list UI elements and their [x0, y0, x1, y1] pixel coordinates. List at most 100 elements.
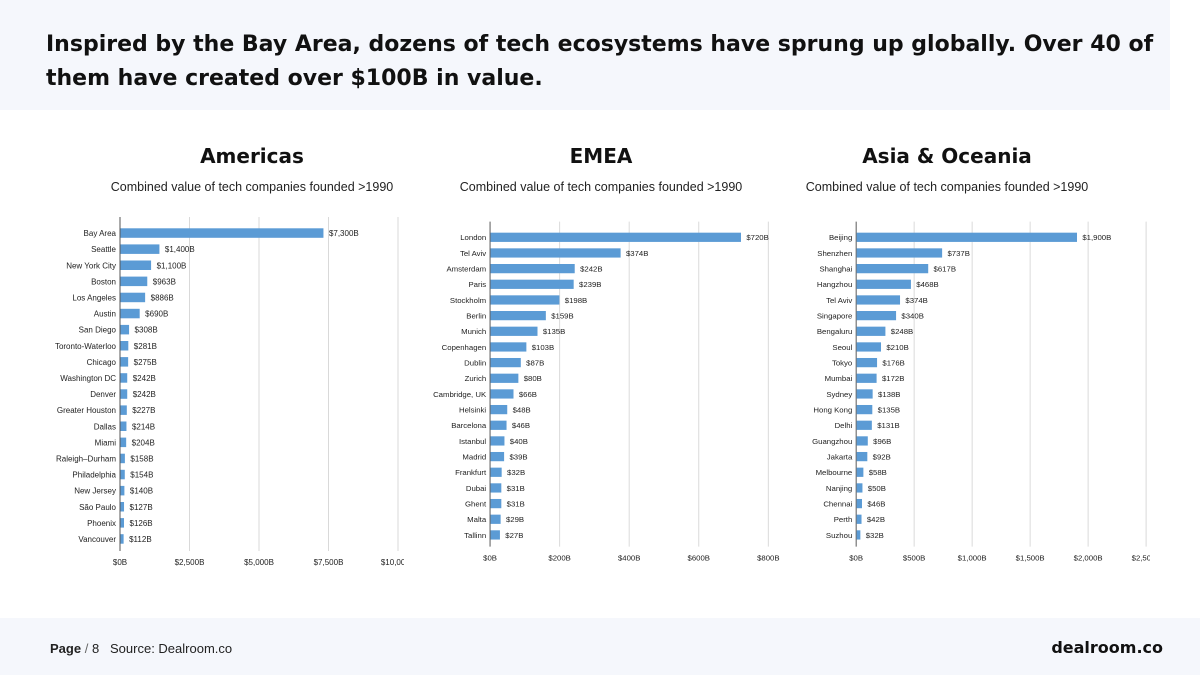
emea-bar	[490, 389, 514, 399]
emea-category-label: Frankfurt	[455, 468, 487, 477]
emea-bar	[490, 467, 502, 477]
asia-data-label: $50B	[868, 484, 886, 493]
emea-category-label: Tel Aviv	[460, 249, 486, 258]
emea-category-label: Tallinn	[464, 531, 486, 540]
americas-x-tick-label: $0B	[113, 558, 127, 567]
emea-bar-chart: $0B $200B $400B $600B $800B London $720B Tel Av…	[433, 221, 780, 562]
asia-bar	[856, 514, 862, 524]
americas-category-label: Boston	[91, 277, 116, 286]
emea-category-label: Dublin	[464, 359, 486, 368]
asia-bar	[856, 483, 863, 493]
asia-bar	[856, 232, 1078, 242]
asia-bar	[856, 389, 873, 399]
emea-data-label: $242B	[580, 265, 602, 274]
emea-subtitle: Combined value of tech companies founded…	[459, 180, 743, 194]
americas-bar	[120, 405, 127, 415]
emea-bar	[490, 342, 527, 352]
asia-category-label: Perth	[834, 515, 853, 524]
americas-data-label: $308B	[135, 326, 158, 335]
americas-bar-chart: $0B $2,500B $5,000B $7,500B $10,000B Bay Area…	[55, 217, 404, 567]
americas-data-label: $886B	[151, 293, 174, 302]
americas-title: Americas	[200, 144, 304, 168]
emea-category-label: Ghent	[465, 500, 487, 509]
asia-oceania-title: Asia & Oceania	[862, 144, 1032, 168]
emea-bar	[490, 279, 574, 289]
americas-bar	[120, 244, 160, 254]
asia-data-label: $135B	[878, 406, 900, 415]
asia-data-label: $737B	[947, 249, 969, 258]
emea-bar	[490, 248, 621, 258]
asia-data-label: $32B	[866, 531, 884, 540]
americas-bar	[120, 276, 148, 287]
emea-data-label: $31B	[507, 484, 525, 493]
americas-data-label: $158B	[130, 454, 153, 463]
asia-x-tick-label: $500B	[903, 553, 925, 562]
americas-data-label: $1,400B	[165, 245, 195, 254]
asia-data-label: $42B	[867, 515, 885, 524]
americas-bar	[120, 453, 125, 464]
americas-data-label: $204B	[132, 438, 155, 447]
asia-bar	[856, 342, 882, 352]
asia-oceania-bar-chart: $0B $500B $1,000B $1,500B $2,000B $2,500B Beij…	[812, 221, 1150, 562]
americas-data-label: $126B	[130, 519, 153, 528]
asia-data-label: $468B	[916, 280, 938, 289]
asia-bar	[856, 357, 878, 368]
americas-bar	[120, 373, 128, 383]
americas-category-label: Miami	[95, 438, 117, 447]
asia-data-label: $340B	[901, 312, 923, 321]
emea-category-label: Amsterdam	[446, 265, 486, 274]
americas-x-tick-label: $5,000B	[244, 558, 274, 567]
emea-bar	[490, 498, 502, 509]
asia-category-label: Hangzhou	[817, 280, 852, 289]
emea-bar	[490, 357, 521, 368]
americas-x-tick-label: $10,000B	[381, 558, 404, 567]
asia-bar	[856, 264, 929, 274]
asia-oceania-subtitle: Combined value of tech companies founded…	[805, 180, 1089, 194]
americas-x-tick-label: $2,500B	[175, 558, 205, 567]
asia-category-label: Sydney	[826, 390, 852, 399]
americas-data-label: $214B	[132, 422, 155, 431]
asia-x-tick-label: $1,000B	[958, 553, 987, 562]
americas-bar	[120, 389, 128, 399]
asia-category-label: Guangzhou	[812, 437, 852, 446]
asia-category-label: Mumbai	[825, 374, 853, 383]
asia-data-label: $248B	[891, 327, 913, 336]
emea-category-label: Helsinki	[459, 406, 486, 415]
emea-category-label: Barcelona	[451, 421, 487, 430]
americas-gridlines	[189, 217, 399, 551]
emea-bar	[490, 514, 501, 524]
brand-logo: dealroom.co	[1051, 638, 1163, 657]
asia-category-label: Jakarta	[827, 453, 853, 462]
americas-category-label: Washington DC	[60, 374, 116, 383]
americas-data-label: $242B	[133, 374, 156, 383]
americas-data-label: $127B	[130, 503, 153, 512]
emea-category-label: Istanbul	[459, 437, 486, 446]
americas-data-label: $140B	[130, 487, 153, 496]
americas-bar	[120, 260, 152, 270]
americas-category-label: Chicago	[87, 358, 117, 367]
americas-category-label: Philadelphia	[72, 471, 116, 480]
americas-bar	[120, 292, 146, 303]
emea-data-label: $87B	[526, 359, 544, 368]
americas-data-label: $690B	[145, 310, 168, 319]
emea-bar	[490, 451, 505, 462]
asia-bar	[856, 498, 862, 509]
americas-category-label: São Paulo	[79, 503, 116, 512]
emea-bar	[490, 530, 500, 540]
asia-bar	[856, 248, 943, 258]
americas-category-label: Los Angeles	[72, 293, 116, 302]
asia-data-label: $374B	[905, 296, 927, 305]
emea-category-label: Dubai	[466, 484, 487, 493]
asia-category-label: Tel Aviv	[826, 296, 852, 305]
americas-bar	[120, 437, 127, 448]
asia-x-tick-label: $0B	[849, 553, 863, 562]
emea-data-label: $27B	[505, 531, 523, 540]
emea-x-tick-label: $800B	[757, 553, 779, 562]
asia-bar	[856, 310, 897, 321]
source-note: Source: Dealroom.co	[110, 641, 233, 656]
americas-bar	[120, 357, 129, 367]
page-label: Page	[50, 641, 82, 656]
emea-data-label: $135B	[543, 327, 565, 336]
emea-x-tick-label: $200B	[548, 553, 570, 562]
americas-data-label: $227B	[132, 406, 155, 415]
